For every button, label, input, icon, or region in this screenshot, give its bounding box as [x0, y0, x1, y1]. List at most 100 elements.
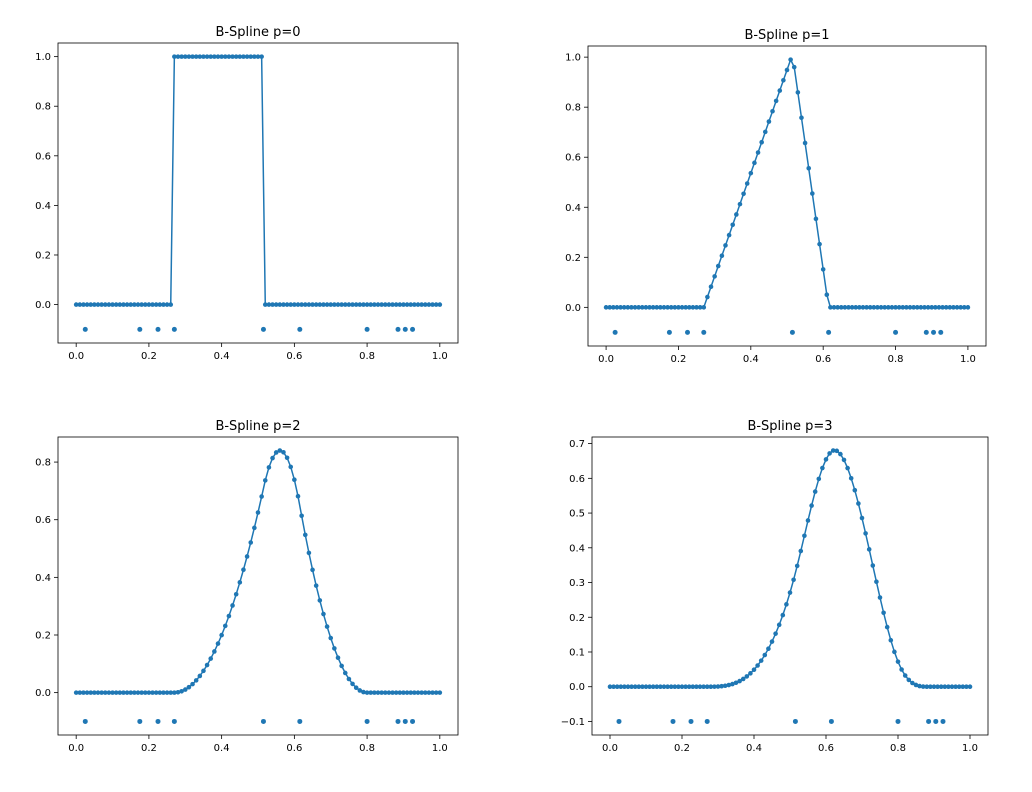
series-point [401, 690, 406, 695]
series-point [838, 451, 843, 457]
series-point [277, 302, 283, 307]
series-point [726, 682, 732, 688]
knot-point [297, 326, 303, 332]
axes-frame [57, 42, 459, 344]
series-point [884, 624, 890, 630]
series-point [419, 690, 424, 695]
series-point [874, 579, 879, 584]
series-point [805, 518, 811, 523]
series-point [759, 139, 764, 145]
y-tick-label: 0.6 [569, 474, 585, 485]
series-point [332, 646, 337, 651]
series-point [299, 513, 304, 519]
knot-point [364, 326, 370, 332]
chart-title: B-Spline p=3 [747, 419, 832, 434]
knot-point [666, 329, 672, 335]
series-point [364, 690, 370, 695]
series-point [270, 302, 275, 307]
series-point [342, 302, 348, 307]
chart-title: B-Spline p=0 [215, 25, 300, 40]
series-point [422, 690, 428, 695]
series-point [964, 684, 969, 690]
y-tick-label: 0.2 [35, 630, 51, 641]
series-point [237, 580, 243, 585]
series-point [372, 690, 377, 695]
knot-point [260, 326, 266, 332]
series-point [622, 684, 627, 690]
series-point [222, 54, 228, 59]
series-point [672, 305, 678, 310]
series-point [237, 54, 243, 59]
series-point [266, 302, 272, 307]
series-point [954, 305, 960, 310]
series-point [733, 680, 739, 686]
series-point [852, 487, 858, 493]
series-point [106, 302, 112, 307]
series-point [781, 77, 786, 83]
knot-point [789, 329, 795, 335]
series-line [610, 449, 970, 688]
knot-point [792, 718, 798, 724]
knot-point [364, 718, 370, 724]
knot-point [82, 718, 88, 724]
series-point [895, 659, 901, 664]
series-point [654, 684, 660, 690]
series-point [902, 673, 908, 678]
series-point [324, 302, 330, 307]
series-point [794, 563, 800, 569]
x-tick-label: 0.8 [359, 351, 375, 362]
y-tick-label: 0.4 [569, 543, 585, 554]
series-point [292, 302, 297, 307]
series-point [212, 54, 217, 59]
series-point [386, 302, 392, 307]
series-point [193, 54, 199, 59]
series-point [99, 690, 104, 695]
knot-point [410, 718, 416, 724]
series-point [197, 54, 203, 59]
axes-frame [587, 45, 987, 347]
series-point [273, 450, 279, 455]
series-point [618, 684, 624, 690]
series-point [117, 302, 123, 307]
series-point [357, 302, 363, 307]
series-point [157, 690, 163, 695]
series-point [215, 54, 221, 59]
series-point [886, 305, 891, 310]
series-point [204, 54, 210, 59]
series-point [415, 690, 421, 695]
series-point [372, 302, 377, 307]
series-point [650, 305, 656, 310]
series-point [255, 510, 261, 515]
series-point [928, 684, 933, 690]
series-point [182, 687, 188, 692]
series-point [426, 690, 432, 695]
series-point [697, 684, 703, 690]
series-point [784, 67, 790, 73]
knot-point [701, 329, 707, 335]
series-point [266, 465, 272, 470]
series-point [95, 690, 101, 695]
axes-frame [591, 436, 989, 736]
series-point [687, 305, 692, 310]
series-point [153, 302, 159, 307]
y-tick-label: 0.5 [569, 509, 585, 520]
series-point [650, 684, 656, 690]
series-point [179, 688, 184, 694]
series-point [938, 684, 944, 690]
x-tick-label: 0.2 [674, 743, 690, 754]
series-point [124, 690, 130, 695]
series-point [241, 54, 246, 59]
series-point [683, 305, 688, 310]
y-tick-label: 0.4 [565, 203, 581, 214]
series-point [404, 302, 410, 307]
series-point [911, 305, 916, 310]
chart-title: B-Spline p=2 [215, 419, 300, 434]
y-tick-label: 0.6 [35, 151, 51, 162]
series-point [190, 681, 195, 687]
series-point [951, 305, 956, 310]
series-point [744, 181, 750, 186]
knot-point [616, 718, 622, 724]
series-point [197, 673, 203, 679]
series-point [335, 655, 341, 661]
series-point [284, 455, 290, 461]
